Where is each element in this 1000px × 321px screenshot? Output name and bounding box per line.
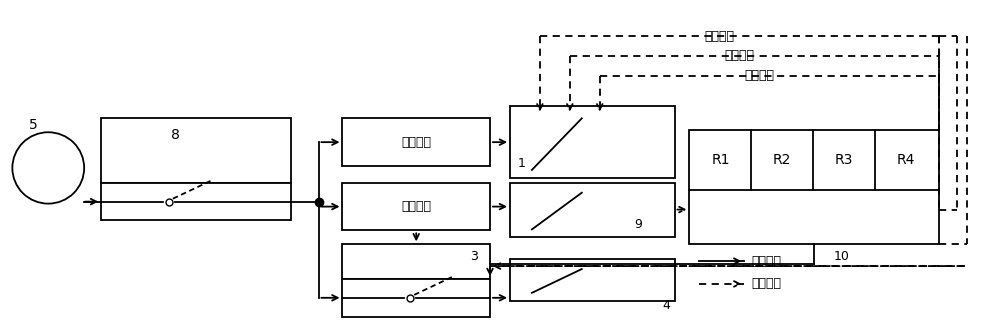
- Text: 电源流向: 电源流向: [751, 255, 781, 268]
- Bar: [510, 183, 675, 237]
- Text: 1: 1: [518, 157, 526, 170]
- Bar: [101, 118, 291, 183]
- Bar: [689, 130, 939, 244]
- Text: 4: 4: [663, 299, 670, 312]
- Text: 9: 9: [635, 218, 642, 231]
- Text: R1: R1: [711, 153, 730, 167]
- Bar: [510, 259, 675, 301]
- Bar: [510, 107, 675, 178]
- Text: 相机电源: 相机电源: [401, 136, 431, 149]
- Text: R3: R3: [835, 153, 853, 167]
- Text: 对焦控制: 对焦控制: [724, 49, 754, 62]
- Bar: [342, 183, 490, 230]
- Text: 拍摄控制: 拍摄控制: [704, 30, 734, 43]
- Text: R2: R2: [773, 153, 791, 167]
- Text: 信号流向: 信号流向: [751, 277, 781, 291]
- Text: 开关控制: 开关控制: [744, 69, 774, 82]
- Bar: [101, 183, 291, 221]
- Bar: [342, 244, 490, 279]
- Text: 控制电源: 控制电源: [401, 200, 431, 213]
- Text: 5: 5: [29, 118, 38, 132]
- Bar: [342, 279, 490, 317]
- Text: 3: 3: [470, 250, 478, 263]
- Text: 10: 10: [834, 250, 850, 263]
- Text: 8: 8: [171, 128, 180, 142]
- Bar: [342, 118, 490, 166]
- Text: R4: R4: [897, 153, 915, 167]
